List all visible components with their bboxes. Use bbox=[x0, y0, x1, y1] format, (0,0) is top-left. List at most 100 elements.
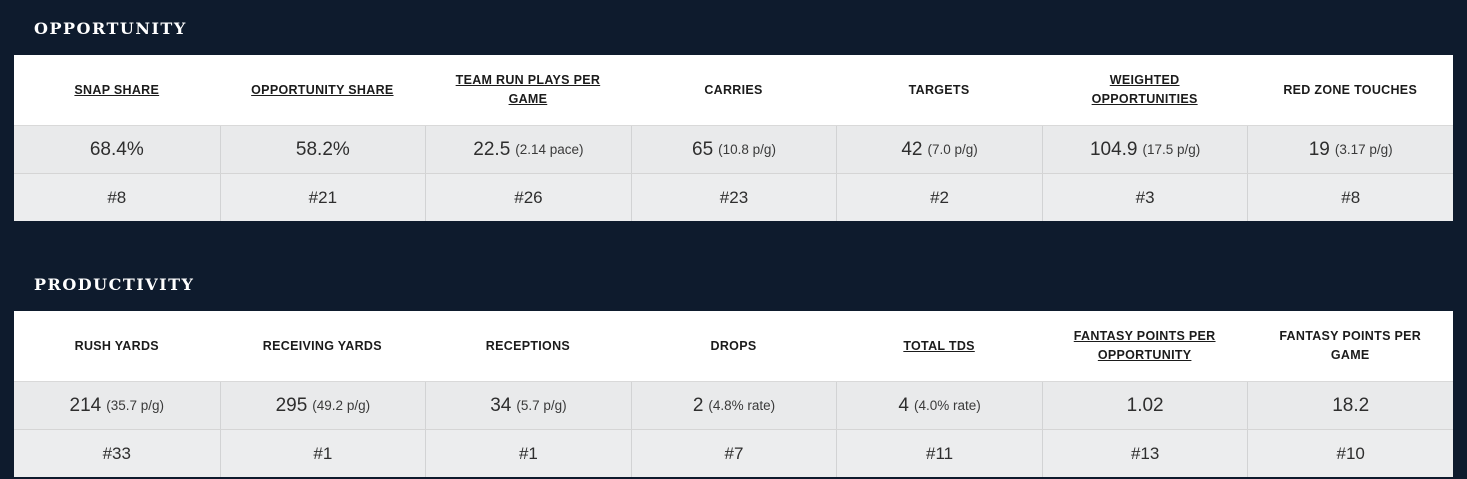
stat-rank: #7 bbox=[724, 443, 744, 463]
column-header-cell: TARGETS bbox=[836, 71, 1042, 109]
table-rank-row: #33 #1 #1 #7 #11 #13 #10 bbox=[14, 429, 1453, 477]
stat-rank: #26 bbox=[514, 187, 543, 207]
column-header-cell: FANTASY POINTS PER GAME bbox=[1247, 327, 1453, 365]
column-header-cell: RUSH YARDS bbox=[14, 327, 220, 365]
column-header-cell: OPPORTUNITY SHARE bbox=[220, 71, 426, 109]
column-header-label: TARGETS bbox=[908, 82, 970, 97]
stat-value: 1.02 bbox=[1126, 394, 1164, 416]
stat-table: SNAP SHARE OPPORTUNITY SHARE TEAM RUN PLAY… bbox=[14, 55, 1453, 221]
stat-value: 19 bbox=[1308, 138, 1330, 160]
stat-rank-cell: #7 bbox=[630, 430, 837, 477]
stat-value: 104.9 bbox=[1089, 138, 1138, 160]
stat-section: OPPORTUNITY SNAP SHARE OPPORTUNITY SHARE T… bbox=[14, 0, 1453, 221]
table-header-row: RUSH YARDS RECEIVING YARDS RECEPTIONS DROPS… bbox=[14, 311, 1453, 381]
stat-value: 58.2% bbox=[295, 138, 350, 160]
stat-note: (35.7 p/g) bbox=[106, 398, 165, 413]
column-header-cell: RECEIVING YARDS bbox=[220, 327, 426, 365]
table-header-row: SNAP SHARE OPPORTUNITY SHARE TEAM RUN PLAY… bbox=[14, 55, 1453, 125]
column-header-link[interactable]: TOTAL TDS bbox=[903, 338, 975, 353]
stat-note: (7.0 p/g) bbox=[927, 142, 978, 157]
stat-note: (3.17 p/g) bbox=[1334, 142, 1393, 157]
table-rank-row: #8 #21 #26 #23 #2 #3 #8 bbox=[14, 173, 1453, 221]
stat-rank-cell: #21 bbox=[219, 174, 426, 221]
stat-rank: #8 bbox=[1341, 187, 1361, 207]
stat-value-cell: 65 (10.8 p/g) bbox=[630, 126, 837, 173]
column-header-link[interactable]: FANTASY POINTS PER OPPORTUNITY bbox=[1073, 329, 1216, 362]
stat-rank-cell: #8 bbox=[14, 174, 220, 221]
stat-rank-cell: #13 bbox=[1041, 430, 1248, 477]
stat-rank: #1 bbox=[313, 443, 333, 463]
stat-note: (10.8 p/g) bbox=[718, 142, 776, 157]
stat-rank-cell: #26 bbox=[425, 174, 631, 221]
stat-rank-cell: #11 bbox=[836, 430, 1042, 477]
stat-value: 295 bbox=[275, 394, 308, 416]
section-title: OPPORTUNITY bbox=[34, 19, 187, 38]
stat-value: 34 bbox=[490, 394, 512, 416]
stat-value: 65 bbox=[692, 138, 714, 160]
stat-rank-cell: #23 bbox=[630, 174, 837, 221]
column-header-cell: RECEPTIONS bbox=[425, 327, 631, 365]
stat-note: (2.14 pace) bbox=[515, 142, 584, 157]
stat-note: (4.8% rate) bbox=[708, 398, 776, 413]
stat-value-cell: 2 (4.8% rate) bbox=[630, 382, 837, 429]
column-header-link[interactable]: WEIGHTED OPPORTUNITIES bbox=[1091, 73, 1198, 106]
column-header-label: CARRIES bbox=[704, 82, 763, 97]
stat-value-cell: 22.5 (2.14 pace) bbox=[425, 126, 631, 173]
stat-note: (49.2 p/g) bbox=[312, 398, 371, 413]
stat-rank: #10 bbox=[1336, 443, 1365, 463]
stat-value: 214 bbox=[69, 394, 102, 416]
stat-rank-cell: #2 bbox=[836, 174, 1042, 221]
stat-table: RUSH YARDS RECEIVING YARDS RECEPTIONS DROPS… bbox=[14, 311, 1453, 477]
stat-note: (17.5 p/g) bbox=[1142, 142, 1201, 157]
section-title: PRODUCTIVITY bbox=[34, 275, 195, 294]
column-header-label: RED ZONE TOUCHES bbox=[1283, 82, 1418, 97]
stat-value-cell: 68.4% bbox=[14, 126, 220, 173]
column-header-label: DROPS bbox=[710, 338, 757, 353]
column-header-cell: TOTAL TDS bbox=[836, 327, 1042, 365]
column-header-link[interactable]: TEAM RUN PLAYS PER GAME bbox=[455, 73, 601, 106]
stat-value: 68.4% bbox=[89, 138, 144, 160]
stat-rank-cell: #1 bbox=[425, 430, 631, 477]
column-header-link[interactable]: SNAP SHARE bbox=[74, 82, 160, 97]
stat-rank-cell: #33 bbox=[14, 430, 220, 477]
column-header-cell: RED ZONE TOUCHES bbox=[1247, 71, 1453, 109]
stat-value: 42 bbox=[901, 138, 923, 160]
column-header-cell: FANTASY POINTS PER OPPORTUNITY bbox=[1042, 327, 1248, 365]
column-header-cell: CARRIES bbox=[631, 71, 837, 109]
stat-value: 4 bbox=[898, 394, 909, 416]
stat-rank: #11 bbox=[926, 443, 954, 463]
stat-value-cell: 214 (35.7 p/g) bbox=[14, 382, 220, 429]
stat-rank-cell: #1 bbox=[219, 430, 426, 477]
stat-rank: #21 bbox=[308, 187, 338, 207]
stat-value-cell: 19 (3.17 p/g) bbox=[1247, 126, 1453, 173]
column-header-cell: SNAP SHARE bbox=[14, 71, 220, 109]
column-header-cell: DROPS bbox=[631, 327, 837, 365]
stat-rank: #1 bbox=[518, 443, 538, 463]
stat-value-cell: 295 (49.2 p/g) bbox=[219, 382, 426, 429]
stat-value-cell: 34 (5.7 p/g) bbox=[425, 382, 631, 429]
stat-value-cell: 58.2% bbox=[219, 126, 426, 173]
stat-rank: #13 bbox=[1130, 443, 1160, 463]
column-header-label: RUSH YARDS bbox=[74, 338, 159, 353]
stat-value-cell: 18.2 bbox=[1247, 382, 1453, 429]
stat-rank-cell: #3 bbox=[1041, 174, 1248, 221]
stat-rank-cell: #8 bbox=[1247, 174, 1453, 221]
stat-value-cell: 42 (7.0 p/g) bbox=[836, 126, 1042, 173]
stat-value-cell: 4 (4.0% rate) bbox=[836, 382, 1042, 429]
stat-rank: #3 bbox=[1135, 187, 1155, 207]
stat-rank: #23 bbox=[719, 187, 749, 207]
stat-value: 18.2 bbox=[1332, 394, 1370, 416]
stat-value: 2 bbox=[692, 394, 704, 416]
stat-value: 22.5 bbox=[473, 138, 511, 160]
column-header-label: RECEPTIONS bbox=[485, 338, 571, 353]
stat-value-cell: 1.02 bbox=[1041, 382, 1248, 429]
column-header-cell: WEIGHTED OPPORTUNITIES bbox=[1042, 71, 1248, 109]
column-header-link[interactable]: OPPORTUNITY SHARE bbox=[251, 82, 394, 97]
column-header-label: FANTASY POINTS PER GAME bbox=[1279, 329, 1422, 362]
table-value-row: 68.4% 58.2% 22.5 (2.14 pace) 65 (10.8 p/g) 42 (… bbox=[14, 125, 1453, 173]
stat-note: (5.7 p/g) bbox=[516, 398, 567, 413]
stat-value-cell: 104.9 (17.5 p/g) bbox=[1041, 126, 1248, 173]
column-header-label: RECEIVING YARDS bbox=[262, 338, 382, 353]
stat-section: PRODUCTIVITY RUSH YARDS RECEIVING YARDS RE… bbox=[14, 275, 1453, 477]
